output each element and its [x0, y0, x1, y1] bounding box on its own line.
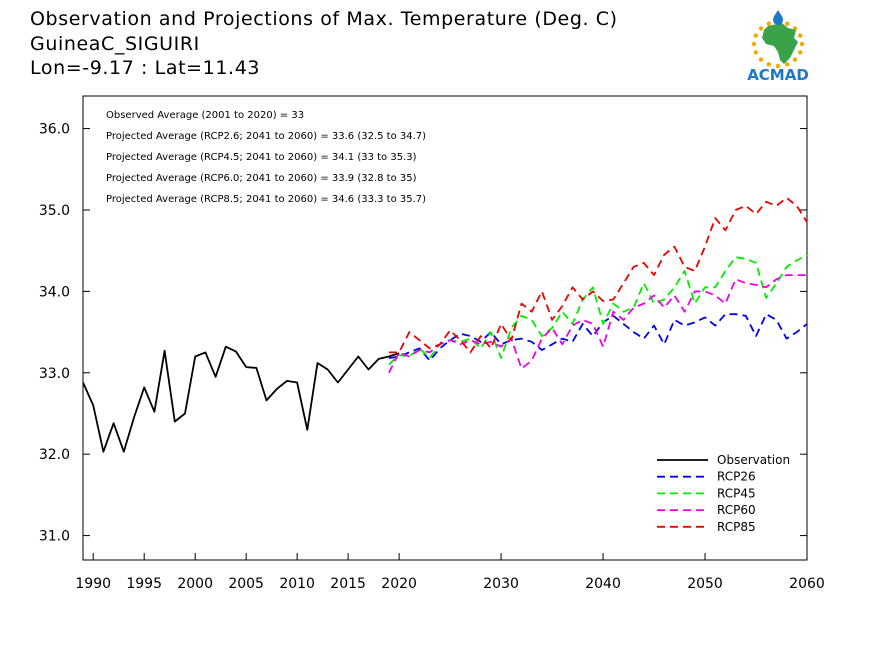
y-tick-label: 33.0	[39, 366, 70, 382]
y-tick-label: 34.0	[39, 284, 70, 300]
sun-ray-dot	[766, 62, 771, 67]
annotation-text: Projected Average (RCP4.5; 2041 to 2060)…	[106, 152, 417, 163]
x-tick-label: 2010	[279, 576, 315, 592]
sun-ray-dot	[753, 50, 758, 55]
legend-label: RCP85	[717, 520, 756, 534]
annotation-text: Projected Average (RCP8.5; 2041 to 2060)…	[106, 194, 426, 205]
plot-border	[82, 95, 808, 561]
x-tick-label: 2020	[381, 576, 417, 592]
legend-label: RCP60	[717, 503, 756, 517]
x-axis: 1990 1995 2000 2005 2010 2015 2020 2030 2040 2050…	[75, 553, 825, 592]
x-tick-label: 1995	[126, 576, 162, 592]
sun-ray-dot	[785, 62, 790, 67]
series-line-rcp26	[388, 313, 808, 362]
sun-ray-dot	[798, 50, 803, 55]
station-coordinates: Lon=-9.17 : Lat=11.43	[30, 57, 261, 79]
series-line-rcp85	[388, 196, 808, 354]
x-tick-label: 2005	[228, 576, 264, 592]
y-tick-label: 35.0	[39, 203, 70, 219]
legend: Observation RCP26 RCP45 RCP60 RCP85	[657, 453, 790, 534]
sun-ray-dot	[753, 33, 758, 38]
annotation-text: Projected Average (RCP6.0; 2041 to 2060)…	[106, 173, 417, 184]
sun-ray-dot	[798, 33, 803, 38]
legend-label: Observation	[717, 453, 790, 467]
y-tick-label: 32.0	[39, 447, 70, 463]
annotations: Observed Average (2001 to 2020) = 33 Proj…	[106, 110, 426, 205]
sun-ray-dot	[758, 26, 764, 31]
y-axis: 31.0 32.0 33.0 34.0 35.0 36.0	[39, 122, 807, 545]
series-line-rcp60	[388, 274, 807, 374]
africa-icon	[762, 23, 798, 64]
x-tick-label: 1990	[75, 576, 111, 592]
annotation-text: Projected Average (RCP2.6; 2041 to 2060)…	[106, 131, 426, 142]
station-name: GuineaC_SIGUIRI	[30, 33, 200, 55]
x-tick-label: 2000	[177, 576, 213, 592]
water-drop-icon	[773, 10, 783, 25]
sun-ray-dot	[758, 57, 764, 62]
sun-ray-dot	[751, 41, 757, 47]
x-tick-label: 2060	[789, 576, 825, 592]
legend-label: RCP45	[717, 486, 756, 500]
x-tick-label: 2030	[483, 576, 519, 592]
plot-frame	[82, 95, 808, 561]
sun-ring-icon	[751, 19, 805, 69]
acmad-logo-text: ACMAD	[747, 66, 809, 84]
acmad-logo: ACMAD	[747, 10, 809, 84]
series-lines	[82, 196, 808, 453]
sun-ray-dot	[775, 63, 781, 69]
y-tick-label: 36.0	[39, 122, 70, 138]
series-line-observation	[82, 345, 400, 453]
legend-label: RCP26	[717, 470, 756, 484]
series-line-rcp45	[388, 253, 808, 366]
annotation-text: Observed Average (2001 to 2020) = 33	[106, 110, 304, 121]
sun-ray-dot	[766, 21, 771, 26]
x-tick-label: 2015	[330, 576, 366, 592]
chart-title: Observation and Projections of Max. Temp…	[30, 8, 618, 30]
sun-ray-dot	[799, 41, 805, 47]
x-tick-label: 2050	[687, 576, 723, 592]
y-tick-label: 31.0	[39, 529, 70, 545]
sun-ray-dot	[785, 21, 790, 26]
x-tick-label: 2040	[585, 576, 621, 592]
sun-ray-dot	[792, 57, 798, 62]
